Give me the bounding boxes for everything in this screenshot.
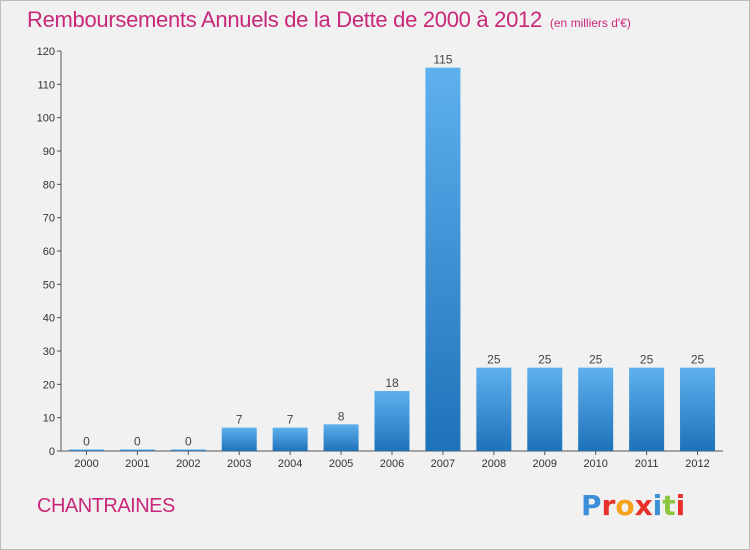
x-tick-label: 2010 (583, 458, 607, 470)
bar-2009 (527, 367, 563, 451)
bar-2011 (629, 367, 665, 451)
y-tick-label: 40 (43, 313, 55, 325)
y-tick-label: 70 (43, 213, 55, 225)
x-tick-label: 2000 (74, 458, 98, 470)
x-tick-label: 2009 (533, 458, 557, 470)
y-tick-label: 60 (43, 246, 55, 258)
value-label: 25 (538, 353, 552, 367)
chart-title-block: Remboursements Annuels de la Dette de 20… (27, 7, 631, 33)
value-label: 115 (433, 53, 452, 67)
y-tick-label: 30 (43, 346, 55, 358)
bar-2000 (68, 449, 104, 451)
x-tick-label: 2006 (380, 458, 404, 470)
bar-2006 (374, 391, 410, 451)
y-tick-label: 90 (43, 146, 55, 158)
value-label: 0 (185, 435, 192, 449)
value-label: 7 (287, 413, 294, 427)
y-tick-label: 10 (43, 413, 55, 425)
proxiti-logo[interactable]: Proxiti (581, 489, 686, 522)
value-label: 0 (83, 435, 90, 449)
x-tick-label: 2011 (635, 458, 659, 470)
value-label: 25 (487, 353, 501, 367)
x-tick-label: 2002 (176, 458, 200, 470)
bar-2008 (476, 367, 512, 451)
bar-2007 (425, 67, 461, 452)
value-label: 25 (691, 353, 705, 367)
y-tick-label: 80 (43, 179, 55, 191)
x-tick-label: 2007 (431, 458, 455, 470)
value-label: 25 (640, 353, 654, 367)
bar-2003 (221, 427, 257, 451)
y-tick-label: 100 (37, 113, 55, 125)
chart-unit: (en milliers d'€) (549, 16, 631, 30)
x-tick-label: 2004 (278, 458, 302, 470)
y-tick-label: 120 (37, 46, 55, 58)
bar-2001 (119, 449, 155, 451)
x-tick-label: 2005 (329, 458, 353, 470)
y-tick-label: 20 (43, 379, 55, 391)
y-tick-label: 50 (43, 279, 55, 291)
bar-2010 (578, 367, 614, 451)
y-tick-label: 0 (49, 446, 55, 458)
city-name: CHANTRAINES (37, 495, 175, 517)
chart-labels: 0102030405060708090100110120200002001020… (37, 46, 710, 470)
value-label: 7 (236, 413, 243, 427)
chart-title: Remboursements Annuels de la Dette de 20… (27, 7, 542, 32)
bar-2012 (680, 367, 716, 451)
value-label: 0 (134, 435, 141, 449)
value-label: 18 (385, 376, 399, 390)
bar-2002 (170, 449, 206, 451)
chart-bars (68, 67, 716, 452)
value-label: 25 (589, 353, 603, 367)
x-tick-label: 2012 (685, 458, 709, 470)
bar-2005 (323, 424, 359, 451)
y-tick-label: 110 (37, 79, 55, 91)
bar-2004 (272, 427, 308, 451)
x-tick-label: 2003 (227, 458, 251, 470)
value-label: 8 (338, 409, 345, 423)
x-tick-label: 2008 (482, 458, 506, 470)
x-tick-label: 2001 (125, 458, 149, 470)
